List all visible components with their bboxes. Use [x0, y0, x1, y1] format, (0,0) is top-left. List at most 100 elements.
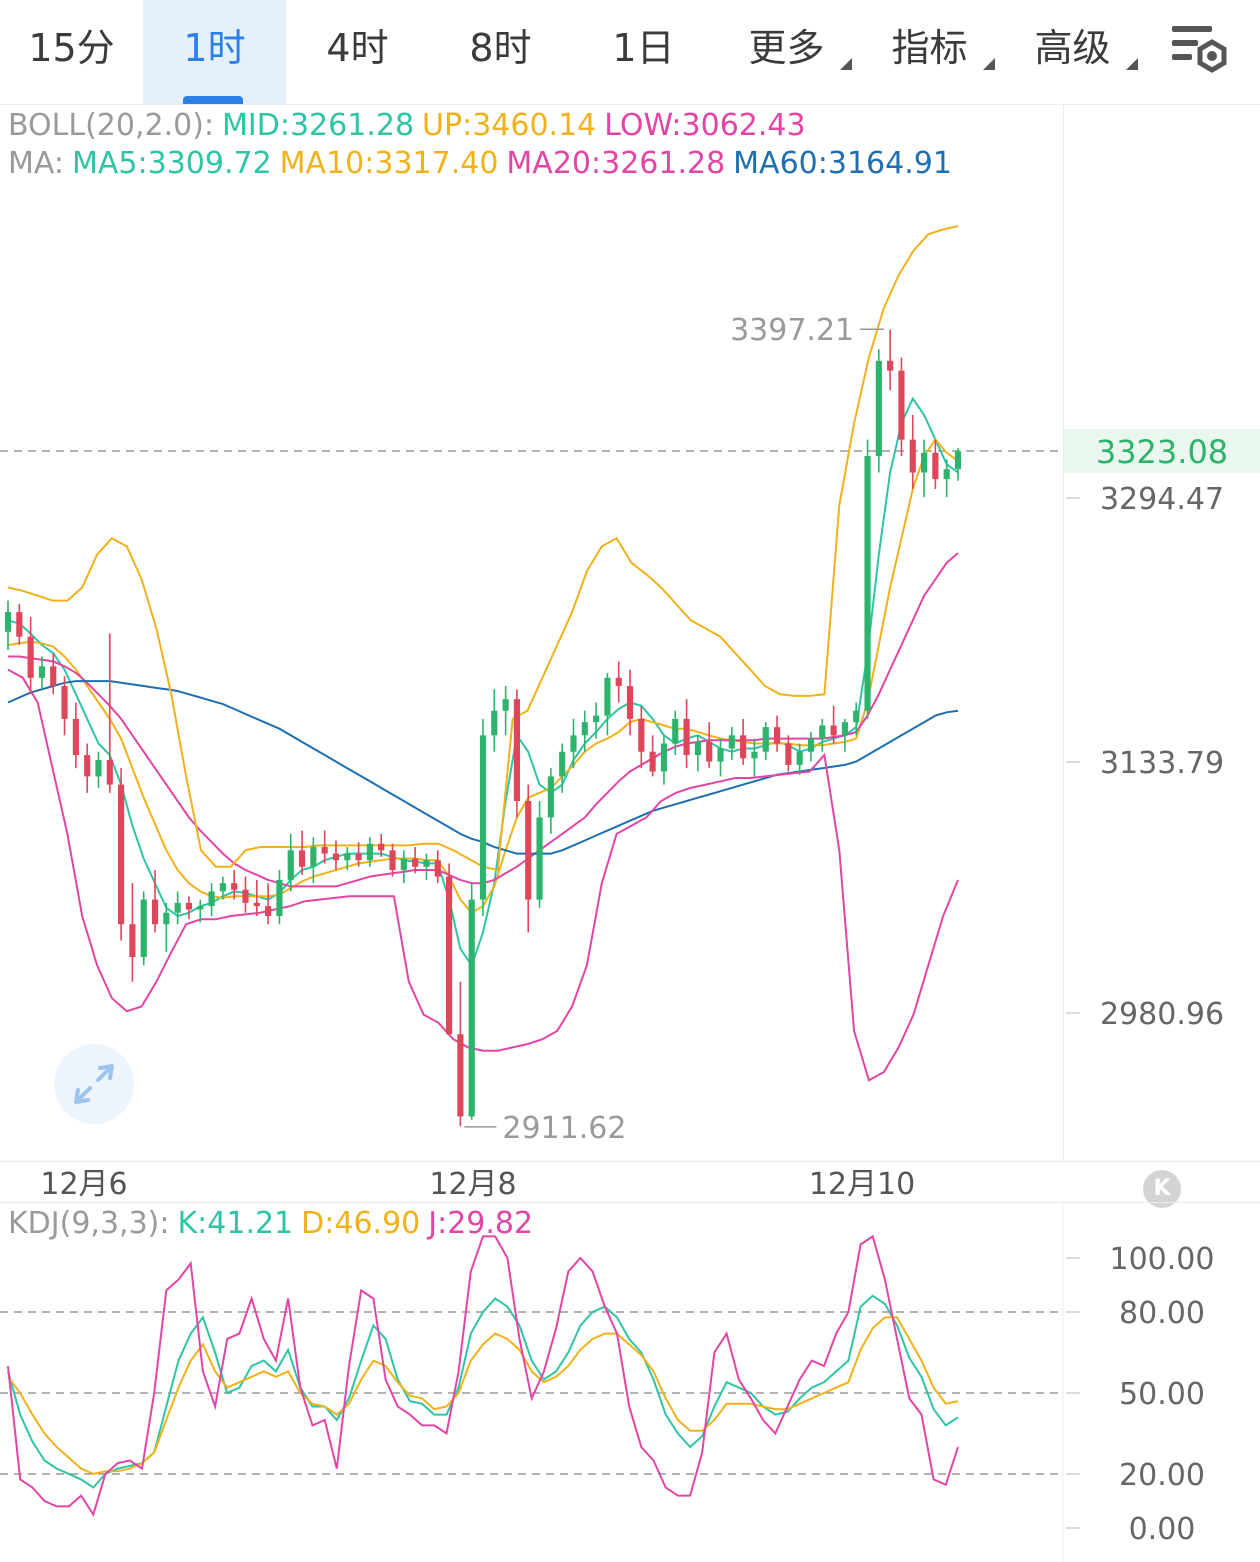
candle-body: [525, 801, 532, 900]
candle-body: [287, 850, 294, 880]
candle-body: [660, 743, 668, 772]
k-button[interactable]: K: [1143, 1170, 1181, 1208]
tab-2[interactable]: 4时: [286, 0, 429, 104]
candle: [287, 833, 294, 892]
candle: [163, 902, 170, 953]
price-chart[interactable]: 3323.08 3294.47 3133.79 2980.96 3397.21 2911.…: [0, 104, 1260, 1164]
candle: [559, 743, 566, 793]
candle: [27, 617, 34, 695]
kdj-series-d: [7, 1316, 959, 1476]
candle-body: [445, 876, 453, 1035]
candle-body: [197, 906, 204, 910]
candle: [344, 847, 351, 871]
tab-1[interactable]: 1时: [143, 0, 286, 104]
high-marker-label: 3397.21: [730, 313, 854, 348]
candle: [570, 718, 577, 769]
candle: [378, 833, 385, 857]
candle: [513, 689, 521, 818]
candle-body: [536, 817, 543, 900]
candle-body: [796, 751, 803, 765]
candle: [615, 661, 622, 703]
candle: [118, 768, 125, 941]
candle: [875, 349, 882, 473]
candle: [626, 669, 634, 736]
candle: [479, 718, 487, 917]
candle-body: [581, 722, 588, 736]
candle: [38, 656, 46, 690]
candle-body: [50, 666, 57, 687]
candle-body: [321, 847, 328, 854]
current-price-label: 3323.08: [1096, 433, 1228, 471]
candle: [740, 718, 747, 765]
tab-6[interactable]: 指标: [858, 0, 1001, 104]
candle-body: [604, 677, 611, 716]
kdj-y-tick-label: 100.00: [1110, 1242, 1215, 1277]
candle-body: [276, 879, 283, 917]
boll-low: LOW:3062.43: [604, 108, 806, 143]
candle: [864, 439, 871, 719]
ma20-value: MA20:3261.28: [506, 146, 726, 181]
candle: [898, 357, 905, 457]
chart-settings-icon[interactable]: [1168, 18, 1232, 82]
candle: [694, 735, 701, 772]
candle: [355, 842, 362, 867]
candle-body: [570, 735, 577, 752]
candle: [932, 439, 939, 489]
tabs-divider: [0, 104, 1260, 105]
candle-body: [84, 755, 91, 777]
candle-body: [231, 883, 238, 890]
candle-body: [728, 735, 735, 749]
candle: [197, 899, 204, 923]
candle-body: [762, 727, 769, 752]
candle-body: [253, 902, 260, 907]
candle: [412, 847, 419, 874]
candle: [253, 879, 260, 917]
kdj-j: J:29.82: [428, 1206, 534, 1241]
candle: [773, 715, 781, 752]
x-axis: 12月6 12月8 12月10: [40, 1167, 915, 1202]
candle-body: [706, 741, 713, 762]
candle: [61, 676, 68, 736]
candle: [762, 722, 769, 760]
candle-body: [909, 439, 916, 473]
expand-button[interactable]: [54, 1044, 134, 1124]
kdj-legend: KDJ(9,3,3): K:41.21 D:46.90 J:29.82: [8, 1206, 541, 1241]
candle-body: [366, 843, 373, 861]
candle-body: [208, 891, 215, 907]
candle: [593, 702, 600, 739]
boll-legend: BOLL(20,2.0): MID:3261.28 UP:3460.14 LOW:30…: [8, 108, 814, 143]
candle: [796, 743, 803, 775]
candle: [219, 876, 226, 900]
candle-body: [265, 906, 272, 917]
candle: [909, 414, 916, 489]
ma60-value: MA60:3164.91: [733, 146, 952, 181]
candle-body: [163, 912, 170, 925]
candle-body: [140, 899, 147, 958]
candle-body: [242, 889, 249, 903]
tab-label: 1日: [612, 26, 675, 70]
tab-5[interactable]: 更多: [715, 0, 858, 104]
boll-mid: MID:3261.28: [222, 108, 415, 143]
candle: [717, 738, 724, 777]
candle: [423, 853, 430, 880]
candle: [366, 837, 373, 867]
tab-7[interactable]: 高级: [1001, 0, 1144, 104]
candle-body: [807, 738, 815, 752]
tab-0[interactable]: 15分: [0, 0, 143, 104]
tab-3[interactable]: 8时: [429, 0, 572, 104]
candle: [276, 870, 283, 925]
candle: [151, 870, 159, 933]
kdj-chart[interactable]: 100.00 80.00 50.00 20.00 0.00: [0, 1202, 1260, 1562]
candle-body: [502, 699, 509, 711]
tab-4[interactable]: 1日: [572, 0, 715, 104]
candle-body: [513, 699, 521, 802]
candle: [638, 705, 645, 769]
dropdown-caret-icon: [1126, 58, 1138, 70]
x-tick-label: 12月10: [809, 1167, 915, 1202]
candle-body: [457, 1034, 464, 1117]
candle: [310, 837, 317, 884]
expand-arrows-icon: [74, 1064, 114, 1104]
candle-body: [27, 636, 34, 678]
candle-body: [717, 748, 724, 762]
candle: [50, 653, 57, 695]
